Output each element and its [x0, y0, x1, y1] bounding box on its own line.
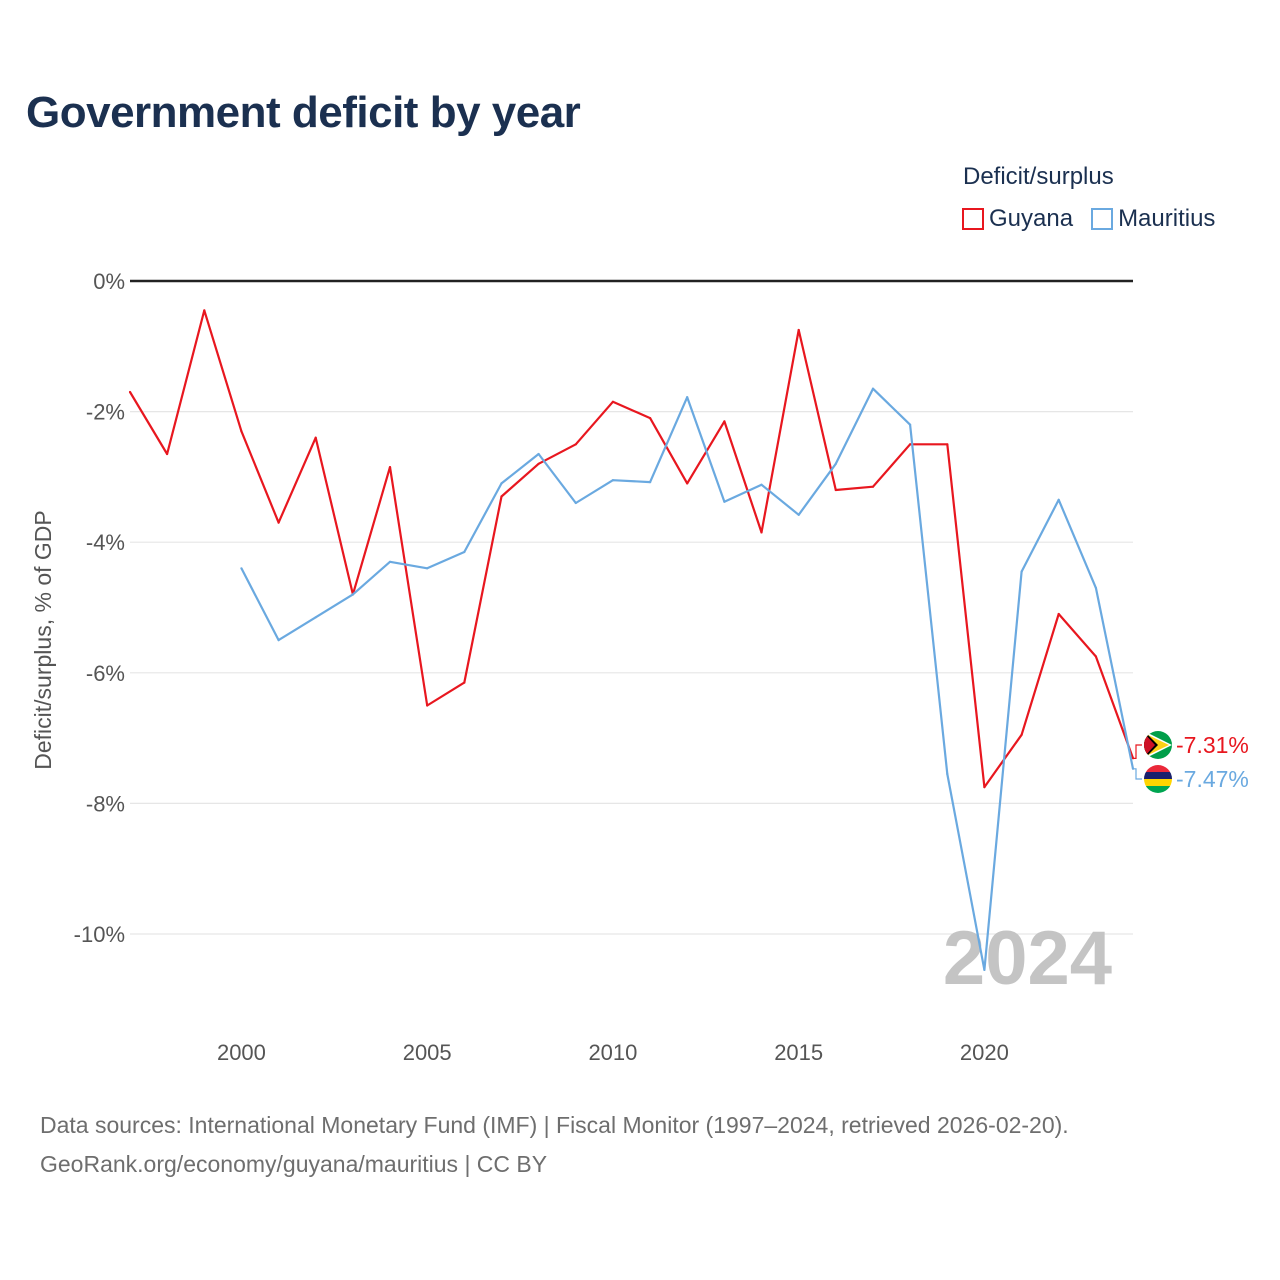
data-point-guyana	[871, 485, 875, 488]
data-point-guyana	[1057, 612, 1060, 616]
y-tick-label: -6%	[86, 661, 125, 686]
legend-title: Deficit/surplus	[963, 163, 1114, 190]
data-point-mauritius	[314, 616, 317, 619]
data-point-mauritius	[834, 462, 837, 465]
guyana-flag-icon	[1144, 731, 1172, 759]
x-tick-label: 2015	[774, 1040, 823, 1065]
x-tick-label: 2000	[217, 1040, 266, 1065]
data-point-mauritius	[723, 500, 726, 503]
data-point-mauritius	[611, 479, 615, 482]
data-point-mauritius	[240, 567, 243, 570]
footer: Data sources: International Monetary Fun…	[40, 1106, 1069, 1184]
data-point-guyana	[1020, 733, 1023, 736]
data-point-mauritius	[797, 513, 800, 516]
line-chart: 2024 0% -2% -4% -6% -8% -10% 2000 2005 2010 2015 2…	[30, 269, 1249, 1065]
legend-item-mauritius[interactable]: Mauritius	[1091, 205, 1215, 233]
data-point-mauritius	[388, 560, 392, 563]
y-tick-label: -4%	[86, 530, 125, 555]
legend-item-guyana[interactable]: Guyana	[962, 205, 1073, 233]
year-watermark: 2024	[943, 916, 1112, 1001]
data-point-mauritius	[909, 423, 912, 426]
data-point-guyana	[686, 482, 689, 485]
data-point-guyana	[723, 420, 726, 423]
legend-swatch-mauritius	[1091, 208, 1114, 230]
data-point-guyana	[946, 443, 949, 446]
y-axis-label: Deficit/surplus, % of GDP	[30, 510, 56, 769]
data-point-guyana	[314, 436, 317, 439]
data-point-mauritius	[351, 593, 354, 596]
data-point-guyana	[463, 681, 466, 684]
end-value-label-guyana: -7.31%	[1176, 732, 1249, 758]
data-point-mauritius	[537, 452, 540, 456]
legend-label-guyana: Guyana	[989, 205, 1074, 232]
legend-label-mauritius: Mauritius	[1118, 205, 1216, 232]
legend: Guyana Mauritius	[962, 205, 1215, 233]
mauritius-flag-icon	[1144, 765, 1172, 793]
data-point-guyana	[500, 495, 503, 498]
data-point-guyana	[649, 417, 652, 420]
data-point-guyana	[797, 328, 800, 332]
data-point-mauritius	[946, 772, 949, 776]
data-point-guyana	[760, 531, 763, 534]
y-tick-label: -2%	[86, 400, 125, 425]
data-point-guyana	[240, 430, 243, 433]
data-point-mauritius	[1094, 586, 1097, 590]
x-tick-label: 2020	[960, 1040, 1009, 1065]
x-tick-label: 2005	[403, 1040, 452, 1065]
data-point-mauritius	[983, 968, 986, 972]
data-point-mauritius	[500, 482, 503, 485]
data-point-guyana	[983, 786, 986, 789]
chart-title: Government deficit by year	[26, 88, 581, 137]
data-point-mauritius	[760, 483, 763, 486]
data-point-mauritius	[574, 501, 577, 505]
data-point-guyana	[128, 390, 132, 394]
data-point-guyana	[537, 462, 540, 465]
data-point-guyana	[834, 488, 837, 492]
y-tick-label: 0%	[93, 269, 125, 294]
data-point-guyana	[277, 521, 280, 524]
data-point-mauritius	[686, 396, 689, 399]
x-tick-label: 2010	[588, 1040, 637, 1065]
footer-sources: Data sources: International Monetary Fun…	[40, 1112, 1069, 1138]
end-label-connector-guyana	[1133, 744, 1142, 759]
data-point-guyana	[574, 443, 577, 446]
data-point-mauritius	[871, 387, 875, 390]
data-point-mauritius	[426, 567, 429, 570]
footer-credit[interactable]: GeoRank.org/economy/guyana/mauritius | C…	[40, 1151, 548, 1177]
data-point-guyana	[1094, 655, 1097, 658]
data-point-guyana	[909, 443, 912, 446]
data-point-guyana	[611, 400, 615, 403]
end-value-label-mauritius: -7.47%	[1176, 766, 1249, 792]
data-point-mauritius	[1057, 498, 1060, 501]
series-line-guyana	[129, 309, 1135, 789]
data-point-guyana	[388, 466, 392, 469]
data-point-mauritius	[1020, 570, 1023, 573]
data-point-mauritius	[649, 481, 652, 484]
data-point-guyana	[166, 452, 169, 456]
data-point-mauritius	[277, 639, 280, 642]
legend-swatch-guyana	[962, 208, 984, 230]
y-tick-label: -8%	[86, 791, 125, 816]
data-point-mauritius	[463, 550, 466, 554]
data-point-guyana	[426, 704, 429, 707]
series-line-mauritius	[240, 387, 1135, 972]
y-tick-label: -10%	[74, 922, 125, 947]
end-label-connector-mauritius	[1133, 768, 1142, 780]
data-point-guyana	[203, 309, 206, 312]
